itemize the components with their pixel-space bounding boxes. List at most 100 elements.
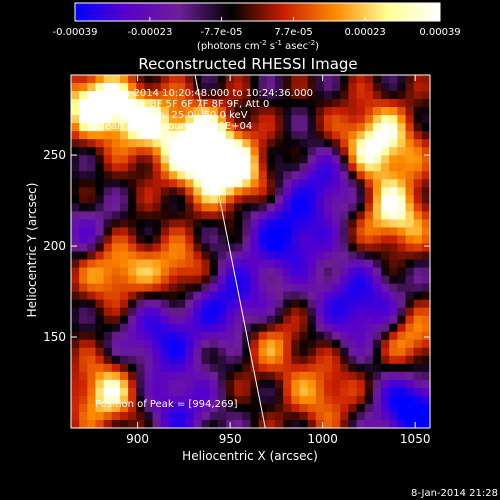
- heatmap-cell: [315, 187, 325, 196]
- heatmap-cell: [332, 371, 341, 381]
- heatmap-cell: [201, 195, 211, 204]
- heatmap-cell: [209, 395, 219, 405]
- x-tick-label: 900: [126, 432, 149, 446]
- heatmap-cell: [185, 347, 194, 357]
- heatmap-cell: [217, 187, 227, 196]
- heatmap-cell: [177, 275, 186, 285]
- heatmap-cell: [136, 315, 146, 325]
- heatmap-cell: [250, 107, 260, 116]
- heatmap-cell: [111, 75, 121, 84]
- heatmap-cell: [193, 187, 203, 196]
- heatmap-cell: [209, 363, 219, 373]
- heatmap-cell: [405, 363, 415, 373]
- heatmap-cell: [266, 91, 276, 100]
- heatmap-cell: [307, 283, 317, 293]
- heatmap-cell: [136, 211, 146, 221]
- heatmap-cell: [234, 83, 243, 92]
- heatmap-cell: [348, 395, 358, 405]
- heatmap-cell: [128, 131, 137, 140]
- heatmap-cell: [364, 283, 374, 293]
- heatmap-cell: [340, 235, 350, 245]
- heatmap-cell: [71, 387, 80, 397]
- heatmap-cell: [307, 347, 317, 357]
- heatmap-cell: [119, 235, 129, 245]
- heatmap-cell: [372, 99, 382, 108]
- heatmap-cell: [258, 307, 268, 317]
- heatmap-cell: [242, 243, 252, 253]
- heatmap-cell: [291, 251, 301, 261]
- heatmap-cell: [128, 355, 137, 365]
- heatmap-cell: [283, 203, 292, 212]
- heatmap-cell: [103, 123, 113, 132]
- heatmap-cell: [405, 211, 415, 221]
- heatmap-cell: [87, 131, 97, 140]
- heatmap-cell: [372, 259, 382, 269]
- heatmap-cell: [242, 123, 252, 132]
- heatmap-cell: [266, 267, 276, 277]
- heatmap-cell: [258, 275, 268, 285]
- heatmap-cell: [193, 219, 203, 229]
- heatmap-cell: [79, 179, 88, 188]
- heatmap-cell: [144, 139, 154, 148]
- heatmap-cell: [185, 331, 194, 341]
- heatmap-cell: [144, 75, 154, 84]
- heatmap-cell: [356, 91, 366, 100]
- heatmap-cell: [234, 155, 243, 164]
- heatmap-cell: [185, 275, 194, 285]
- heatmap-cell: [226, 291, 235, 301]
- heatmap-cell: [128, 235, 137, 245]
- heatmap-cell: [128, 275, 137, 285]
- heatmap-cell: [348, 387, 358, 397]
- heatmap-cell: [258, 115, 268, 124]
- heatmap-cell: [136, 131, 146, 140]
- heatmap-cell: [79, 187, 88, 196]
- heatmap-cell: [405, 331, 415, 341]
- heatmap-cell: [152, 83, 162, 92]
- heatmap-cell: [364, 395, 374, 405]
- heatmap-cell: [168, 355, 178, 365]
- heatmap-cell: [307, 251, 317, 261]
- heatmap-cell: [160, 347, 170, 357]
- heatmap-cell: [356, 115, 366, 124]
- heatmap-cell: [389, 267, 398, 277]
- heatmap-cell: [397, 171, 407, 180]
- heatmap-cell: [234, 75, 243, 84]
- heatmap-cell: [87, 123, 97, 132]
- heatmap-cell: [258, 155, 268, 164]
- heatmap-cell: [201, 187, 211, 196]
- heatmap-cell: [111, 363, 121, 373]
- heatmap-cell: [242, 147, 252, 156]
- heatmap-cell: [193, 203, 203, 212]
- heatmap-cell: [168, 195, 178, 204]
- heatmap-cell: [372, 147, 382, 156]
- heatmap-cell: [128, 291, 137, 301]
- heatmap-cell: [185, 299, 194, 309]
- heatmap-cell: [234, 419, 243, 429]
- heatmap-cell: [87, 75, 97, 84]
- colorbar-gradient: [75, 3, 440, 21]
- heatmap-cell: [217, 355, 227, 365]
- heatmap-cell: [168, 307, 178, 317]
- heatmap-cell: [226, 315, 235, 325]
- heatmap-cell: [340, 331, 350, 341]
- heatmap-cell: [168, 339, 178, 349]
- heatmap-cell: [128, 267, 137, 277]
- heatmap-cell: [348, 291, 358, 301]
- heatmap-cell: [266, 155, 276, 164]
- heatmap-cell: [128, 371, 137, 381]
- heatmap-cell: [291, 267, 301, 277]
- heatmap-cell: [103, 243, 113, 253]
- heatmap-cell: [144, 355, 154, 365]
- heatmap-cell: [405, 299, 415, 309]
- heatmap-cell: [356, 291, 366, 301]
- heatmap-cell: [340, 123, 350, 132]
- heatmap-cell: [381, 123, 390, 132]
- heatmap-cell: [128, 251, 137, 261]
- colorbar-tick-label: -0.00023: [127, 27, 172, 38]
- heatmap-cell: [119, 331, 129, 341]
- chart-title: Reconstructed RHESSI Image: [138, 55, 357, 73]
- heatmap-cell: [71, 267, 80, 277]
- heatmap-cell: [185, 107, 194, 116]
- heatmap-cell: [103, 419, 113, 429]
- heatmap-cell: [340, 251, 350, 261]
